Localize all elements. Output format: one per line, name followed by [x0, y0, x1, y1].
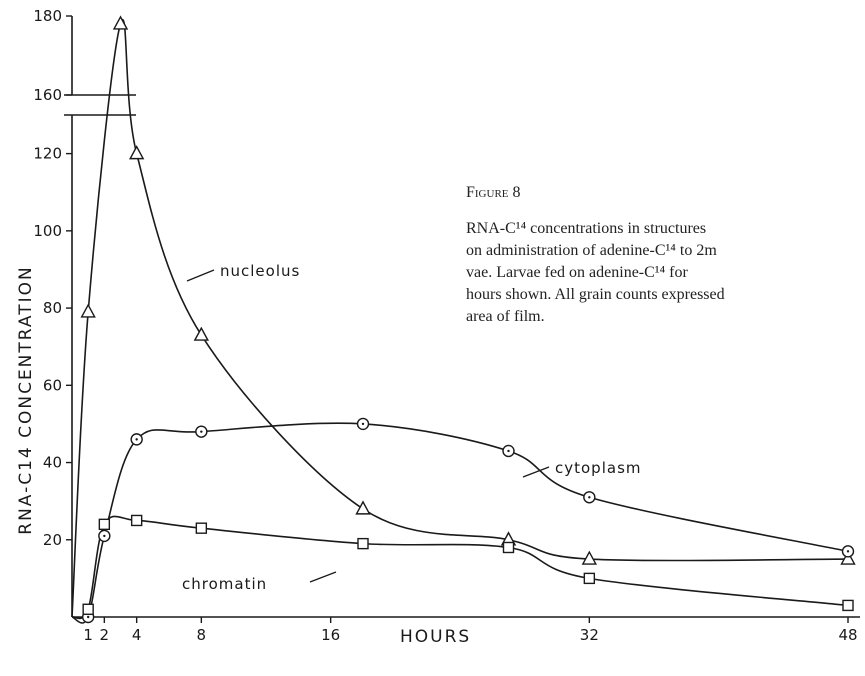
data-point-chromatin	[82, 603, 94, 615]
x-tick-label: 16	[321, 626, 340, 644]
data-point-chromatin	[357, 537, 369, 550]
y-tick-label: 180	[33, 7, 62, 25]
data-point-dot-cytoplasm	[507, 449, 510, 453]
data-point-nucleolus	[840, 550, 856, 565]
caption-line: on administration of adenine-C¹⁴ to 2m	[466, 242, 717, 259]
caption-line: area of film.	[466, 308, 545, 325]
y-tick-label: 100	[33, 222, 62, 240]
y-tick-label: 40	[43, 454, 62, 472]
data-point-dot-cytoplasm	[361, 422, 365, 426]
x-tick-label: 32	[580, 626, 599, 644]
caption-line: hours shown. All grain counts expressed	[466, 286, 725, 303]
data-markers	[80, 15, 856, 624]
caption-line: RNA-C¹⁴ concentrations in structures	[466, 220, 707, 237]
y-tick-label: 60	[43, 376, 62, 394]
series-label-chromatin: chromatin	[182, 575, 267, 593]
series-line-nucleolus	[71, 19, 849, 618]
series-line-chromatin	[71, 515, 849, 620]
series-label-cytoplasm: cytoplasm	[555, 459, 642, 477]
data-point-chromatin	[502, 541, 515, 554]
data-point-chromatin	[583, 572, 596, 585]
series-label-nucleolus: nucleolus	[220, 262, 300, 280]
leader-line-cytoplasm	[522, 466, 550, 478]
x-tick-label: 1	[83, 626, 93, 644]
y-tick-label: 80	[43, 299, 62, 317]
figure-caption: Figure 8 RNA-C¹⁴ concentrations in struc…	[466, 182, 865, 328]
data-point-nucleolus	[355, 500, 371, 515]
leader-line-nucleolus	[186, 269, 215, 282]
data-point-chromatin	[195, 522, 208, 534]
data-point-nucleolus	[581, 550, 598, 565]
chart-labels: HOURS RNA-C14 CONCENTRATION nucleolus cy…	[16, 262, 642, 647]
data-point-nucleolus	[112, 15, 129, 30]
data-point-dot-cytoplasm	[135, 438, 138, 441]
data-point-nucleolus	[193, 326, 210, 341]
x-axis-title: HOURS	[400, 627, 471, 647]
x-tick-label: 4	[132, 626, 142, 644]
data-point-nucleolus	[80, 303, 96, 318]
data-point-chromatin	[842, 599, 854, 612]
series-line-cytoplasm	[71, 422, 849, 624]
y-tick-label: 120	[33, 145, 62, 163]
data-point-dot-cytoplasm	[86, 615, 90, 619]
caption-line: vae. Larvae fed on adenine-C¹⁴ for	[466, 264, 688, 281]
x-tick-label: 2	[100, 626, 110, 644]
caption-title: Figure 8	[466, 184, 521, 201]
data-point-dot-cytoplasm	[846, 550, 850, 553]
data-point-chromatin	[130, 514, 143, 527]
x-tick-label: 8	[197, 626, 207, 644]
x-tick-label: 48	[838, 626, 857, 644]
y-tick-label: 160	[33, 86, 62, 104]
y-axis-title: RNA-C14 CONCENTRATION	[16, 265, 36, 534]
data-point-chromatin	[98, 518, 111, 531]
data-point-nucleolus	[128, 145, 145, 160]
data-point-dot-cytoplasm	[200, 430, 203, 433]
leader-line-chromatin	[309, 571, 337, 583]
data-point-dot-cytoplasm	[588, 496, 591, 499]
y-tick-label: 20	[43, 531, 62, 549]
data-point-dot-cytoplasm	[103, 534, 106, 538]
